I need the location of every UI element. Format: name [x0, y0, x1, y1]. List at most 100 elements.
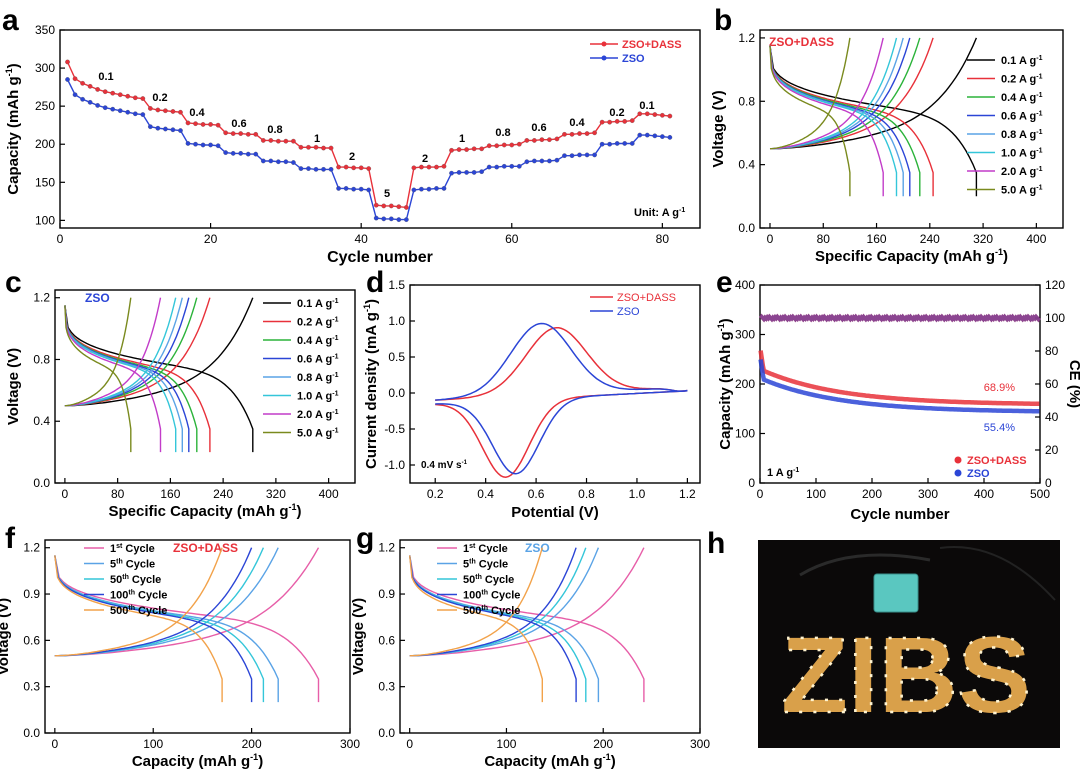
panel-letter-g: g: [356, 522, 374, 555]
label-part: 0.2 A g: [297, 317, 332, 329]
y-axis-label: Voltage (V): [710, 90, 727, 167]
y-tick-label: 100: [735, 427, 755, 441]
x-axis-label: Potential (V): [511, 504, 599, 521]
plot-frame: [409, 284, 701, 484]
label-part: -1: [1036, 92, 1042, 99]
data-point: [516, 141, 522, 147]
y-tick-label: 0.6: [378, 633, 395, 647]
data-point: [547, 137, 552, 143]
y2-axis-label: CE (%): [1066, 360, 1080, 408]
legend-label: ZSO: [622, 53, 645, 65]
data-point: [486, 164, 492, 170]
data-point: [343, 164, 349, 170]
label-part: 0.4 A g: [297, 335, 332, 347]
battery-device: [873, 573, 919, 613]
plot-title: ZSO: [525, 541, 550, 555]
data-point: [260, 138, 266, 143]
discharge-curve: [409, 555, 543, 703]
series-ZSO: [758, 313, 1042, 414]
rate-label: 1: [459, 133, 465, 145]
x-tick-label: 0: [757, 487, 764, 501]
discharge-curve: [769, 45, 911, 197]
label-part: Cycle: [488, 605, 520, 617]
legend-label: 1st Cycle: [463, 543, 508, 555]
capacity-trace: [758, 350, 1040, 407]
label-part: 1 A g: [767, 467, 793, 479]
y2-tick-label: 60: [1045, 377, 1059, 391]
label-part: 0.6 A g: [297, 354, 332, 366]
legend-label: 500th Cycle: [463, 605, 520, 617]
data-point: [343, 186, 349, 191]
rate-label: 2: [422, 153, 428, 165]
data-point: [87, 84, 93, 89]
data-point: [291, 160, 296, 165]
data-point: [637, 111, 643, 117]
data-point: [494, 164, 500, 170]
x-tick-label: 240: [920, 232, 940, 246]
panel-letter-e: e: [716, 266, 733, 299]
data-point: [471, 146, 477, 152]
y-tick-label: 0.3: [378, 680, 395, 694]
data-point: [599, 119, 605, 125]
zibs-marquee-letters: ZIBS: [781, 614, 1031, 735]
plot-frame: [399, 539, 701, 734]
y-tick-label: 0.4: [33, 414, 50, 428]
label-part: Cycle: [122, 543, 154, 555]
charge-curve: [769, 37, 884, 150]
y-tick-label: 0.9: [23, 587, 40, 601]
data-point: [373, 215, 379, 221]
data-point: [539, 137, 545, 143]
data-point: [283, 138, 289, 144]
data-point: [193, 141, 198, 147]
x-tick-label: 80: [111, 487, 125, 501]
panel-a: 0 20 40 60 80 100 150 200 250 300 350 Cycle number C…: [4, 23, 701, 266]
data-point: [358, 165, 364, 171]
anodic-scan: [435, 322, 688, 401]
data-point: [562, 131, 567, 137]
label-part: 1: [463, 543, 469, 555]
label-part: th: [469, 559, 476, 566]
data-point: [208, 142, 213, 148]
x-axis-label: Cycle number: [327, 249, 433, 266]
data-point: [388, 203, 394, 209]
label-part: th: [475, 574, 482, 581]
x-tick-label: 0.8: [578, 487, 595, 501]
series-ZSO+DASS: [435, 326, 688, 478]
photo-cable: [939, 546, 1056, 601]
data-point: [614, 119, 620, 124]
x-tick-label: 40: [354, 232, 368, 246]
x-tick-label: 1.2: [679, 487, 696, 501]
legend-label: 1.0 A g-1: [1001, 148, 1043, 160]
data-point: [547, 158, 552, 164]
panel-e: 0 100 200 300 400 500010020030040002040608010…: [716, 278, 1080, 523]
data-point: [441, 163, 447, 169]
label-part: 2.0 A g: [1001, 166, 1036, 178]
data-point: [132, 111, 138, 117]
data-point: [245, 151, 251, 157]
discharge-curve: [64, 305, 254, 453]
data-point: [584, 131, 590, 136]
label-part: th: [122, 574, 129, 581]
label-part: 0.4 mV s: [421, 460, 462, 471]
photo-cable: [799, 553, 931, 577]
label-part: -1: [1036, 111, 1042, 118]
label-part: -1: [362, 304, 372, 312]
cathodic-scan: [435, 390, 688, 475]
data-point: [501, 142, 507, 148]
x-tick-label: 80: [656, 232, 670, 246]
panel-g: 0 100 200 300 0.0 0.3 0.6 0.9 1.2 Capacity (mAh g…: [350, 539, 710, 770]
label-part: th: [128, 590, 135, 597]
series-1st Cycle: [54, 547, 320, 703]
data-point: [667, 113, 673, 119]
data-point: [516, 163, 522, 169]
current-note: 1 A g-1: [767, 467, 799, 479]
data-point: [569, 153, 575, 159]
legend-label: ZSO+DASS: [967, 455, 1027, 467]
data-point: [614, 141, 620, 146]
legend-label: 0.2 A g-1: [1001, 74, 1043, 86]
x-axis-label: Specific Capacity (mAh g-1): [108, 502, 301, 520]
label-part: -1: [462, 460, 468, 466]
x-tick-label: 100: [143, 737, 163, 751]
data-point: [163, 126, 168, 132]
data-point: [298, 166, 304, 171]
